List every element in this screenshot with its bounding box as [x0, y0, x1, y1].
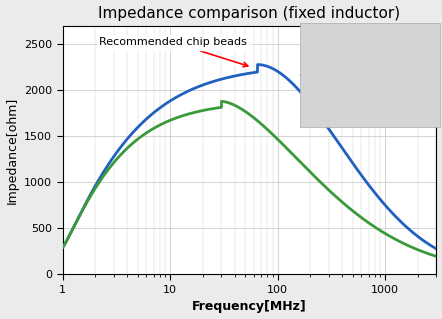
Text: Recommended chip beads: Recommended chip beads — [99, 37, 248, 67]
Title: Impedance comparison (fixed inductor): Impedance comparison (fixed inductor) — [99, 5, 400, 20]
Bar — [373, 35, 398, 50]
X-axis label: Frequency[MHz]: Frequency[MHz] — [192, 300, 307, 314]
Bar — [321, 61, 349, 89]
Y-axis label: Impedance[ohm]: Impedance[ohm] — [6, 97, 19, 204]
